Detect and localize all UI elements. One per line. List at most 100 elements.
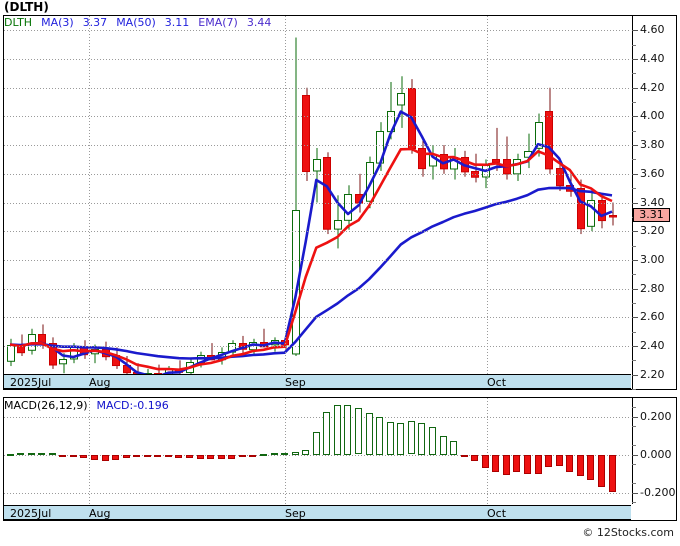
candlestick	[313, 147, 321, 203]
macd-plot-area	[4, 398, 631, 504]
price-axis-label: 3.60	[640, 167, 665, 180]
month-gridline	[89, 16, 90, 389]
macd-axis-divider	[632, 398, 633, 504]
candlestick	[397, 76, 405, 128]
price-axis-tick	[632, 231, 638, 232]
candlestick	[545, 87, 553, 174]
month-gridline	[487, 16, 488, 389]
candlestick	[556, 159, 564, 192]
month-gridline	[89, 398, 90, 504]
candlestick	[344, 185, 352, 230]
macd-histogram-bar	[70, 455, 77, 457]
price-axis-minor-tick	[632, 332, 636, 333]
macd-histogram-bar	[102, 455, 109, 461]
last-price-tag: 3.31	[633, 208, 670, 223]
macd-histogram-bar	[355, 408, 362, 455]
macd-histogram-bar	[313, 432, 320, 455]
price-gridline	[4, 203, 631, 204]
macd-histogram-bar	[556, 455, 563, 467]
price-axis-tick	[632, 116, 638, 117]
macd-histogram-bar	[429, 427, 436, 455]
month-gridline	[285, 398, 286, 504]
price-axis-tick	[632, 346, 638, 347]
macd-legend: MACD(26,12,9) MACD:-0.196	[4, 399, 178, 412]
price-axis-minor-tick	[632, 159, 636, 160]
footer: © 12Stocks.com	[0, 524, 680, 546]
price-series-svg	[7, 37, 617, 387]
price-axis-minor-tick	[632, 246, 636, 247]
candlestick	[239, 335, 247, 354]
price-axis-label: 2.80	[640, 282, 665, 295]
candlestick	[323, 152, 331, 235]
macd-histogram-bar	[440, 436, 447, 455]
macd-histogram-bar	[218, 455, 225, 459]
price-gridline	[4, 30, 631, 31]
macd-histogram-bar	[503, 455, 510, 476]
macd-histogram-bar	[292, 452, 299, 455]
ma50-line	[9, 186, 613, 360]
price-axis-label: 4.20	[640, 81, 665, 94]
legend-ma3-value: 3.37	[82, 16, 108, 29]
macd-axis-minor-tick	[632, 407, 636, 408]
candlestick	[59, 353, 67, 374]
macd-histogram-bar	[7, 454, 14, 456]
legend-macd-value: MACD:-0.196	[96, 399, 169, 412]
price-axis-tick	[632, 260, 638, 261]
price-axis-minor-tick	[632, 73, 636, 74]
macd-gridline	[4, 493, 631, 494]
price-axis-label: 3.00	[640, 253, 665, 266]
price-axis-tick	[632, 174, 638, 175]
macd-histogram-bar	[545, 455, 552, 468]
candlestick	[577, 179, 585, 235]
macd-axis-label: -0.200	[640, 486, 676, 499]
price-axis-divider	[632, 16, 633, 389]
month-gridline	[285, 16, 286, 389]
date-axis-label: Oct	[487, 507, 507, 520]
candlestick	[587, 191, 595, 232]
price-axis-tick	[632, 375, 638, 376]
macd-histogram-bar	[535, 455, 542, 474]
page-title: (DLTH)	[4, 0, 49, 14]
date-axis-label: Sep	[285, 376, 306, 389]
price-axis-minor-tick	[632, 102, 636, 103]
date-axis-label: Aug	[89, 507, 111, 520]
macd-axis-minor-tick	[632, 445, 636, 446]
macd-axis-minor-tick	[632, 483, 636, 484]
macd-histogram-bar	[239, 455, 246, 458]
macd-histogram-bar	[228, 455, 235, 459]
macd-histogram-bar	[197, 455, 204, 460]
price-gridline	[4, 59, 631, 60]
date-axis-label: 2025Jul	[10, 376, 52, 389]
macd-histogram-bar	[123, 455, 130, 459]
price-axis-label: 4.40	[640, 52, 665, 65]
macd-histogram-bar	[302, 450, 309, 455]
macd-histogram-bar	[249, 455, 256, 457]
macd-axis-tick	[632, 493, 638, 494]
macd-histogram-bar	[175, 455, 182, 458]
price-axis-tick	[632, 203, 638, 204]
price-axis-minor-tick	[632, 389, 636, 390]
price-gridline	[4, 289, 631, 290]
price-axis-label: 3.40	[640, 196, 665, 209]
legend-ma50-label: MA(50)	[116, 16, 156, 29]
candlestick	[334, 195, 342, 249]
price-axis-minor-tick	[632, 274, 636, 275]
macd-histogram-bar	[80, 455, 87, 459]
macd-histogram-bar	[112, 455, 119, 460]
macd-histogram-bar	[165, 455, 172, 458]
price-axis-minor-tick	[632, 303, 636, 304]
copyright-label: © 12Stocks.com	[582, 526, 674, 539]
candlestick	[49, 337, 57, 369]
candlestick	[440, 145, 448, 174]
candlestick	[7, 338, 15, 367]
macd-histogram-bar	[450, 441, 457, 455]
legend-ma50-value: 3.11	[164, 16, 190, 29]
macd-axis-minor-tick	[632, 502, 636, 503]
legend-ema7-value: 3.44	[246, 16, 272, 29]
price-axis-minor-tick	[632, 131, 636, 132]
price-y-axis: 4.60 4.40 4.20 4.00 3.80 3.60 3.40 3.20 3.00 2.80…	[632, 16, 676, 390]
macd-histogram-bar	[38, 453, 45, 455]
macd-histogram-bar	[577, 455, 584, 477]
price-axis-tick	[632, 317, 638, 318]
candlestick	[292, 37, 300, 357]
